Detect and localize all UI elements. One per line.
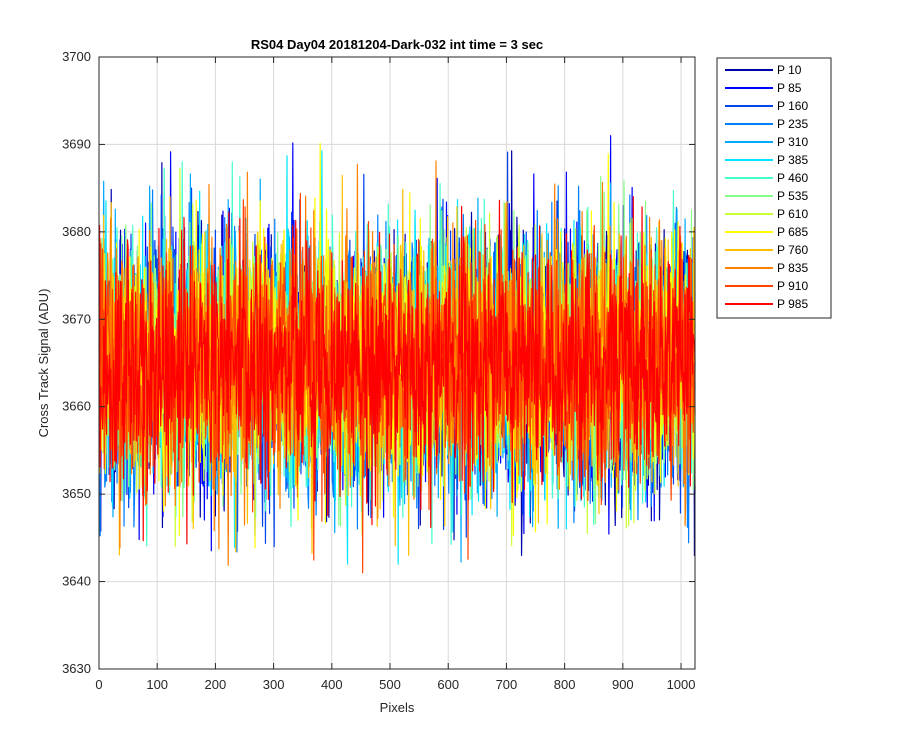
x-tick-label: 800: [554, 677, 576, 692]
x-tick-label: 200: [205, 677, 227, 692]
y-axis-label: Cross Track Signal (ADU): [36, 289, 51, 438]
legend-label: P 610: [777, 207, 808, 221]
x-tick-label: 300: [263, 677, 285, 692]
chart-title: RS04 Day04 20181204-Dark-032 int time = …: [251, 37, 543, 52]
legend-label: P 835: [777, 261, 808, 275]
y-tick-label: 3630: [62, 661, 91, 676]
axis-ticks: 0 100 200 300 400 500 600 700 800 900 1000 3630 3640…: [62, 49, 695, 692]
y-tick-label: 3650: [62, 486, 91, 501]
y-tick-label: 3640: [62, 574, 91, 589]
x-tick-label: 100: [146, 677, 168, 692]
y-tick-label: 3700: [62, 49, 91, 64]
series-line: [98, 196, 696, 545]
legend-label: P 385: [777, 153, 808, 167]
y-tick-label: 3660: [62, 399, 91, 414]
y-tick-label: 3690: [62, 136, 91, 151]
x-axis-label: Pixels: [380, 700, 415, 715]
y-tick-label: 3680: [62, 224, 91, 239]
legend-label: P 985: [777, 297, 808, 311]
legend-label: P 160: [777, 99, 808, 113]
series-line: [98, 192, 696, 574]
x-tick-label: 700: [496, 677, 518, 692]
legend-label: P 85: [777, 81, 802, 95]
legend: P 10 P 85 P 160 P 235 P 310 P 385 P 460 P 535 P …: [716, 57, 832, 319]
legend-box: [716, 57, 832, 319]
legend-label: P 10: [777, 63, 802, 77]
legend-label: P 760: [777, 243, 808, 257]
legend-label: P 535: [777, 189, 808, 203]
x-tick-label: 900: [612, 677, 634, 692]
x-tick-label: 0: [95, 677, 102, 692]
legend-label: P 910: [777, 279, 808, 293]
legend-label: P 685: [777, 225, 808, 239]
legend-label: P 310: [777, 135, 808, 149]
x-tick-label: 1000: [667, 677, 696, 692]
plot-frame: [98, 56, 696, 670]
legend-label: P 460: [777, 171, 808, 185]
x-tick-label: 600: [437, 677, 459, 692]
series-layer: [98, 135, 696, 574]
x-tick-label: 400: [321, 677, 343, 692]
x-tick-label: 500: [379, 677, 401, 692]
legend-label: P 235: [777, 117, 808, 131]
y-tick-label: 3670: [62, 311, 91, 326]
